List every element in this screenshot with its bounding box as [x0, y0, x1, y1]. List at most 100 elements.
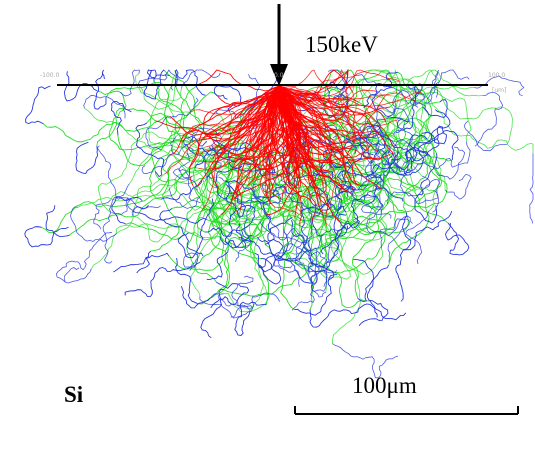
trajectory [309, 303, 378, 328]
trajectory [213, 85, 242, 112]
trajectory [278, 69, 354, 106]
trajectory [343, 164, 449, 224]
trajectory [278, 85, 352, 135]
trajectory [307, 239, 335, 281]
trajectory [206, 248, 229, 280]
trajectory [189, 85, 280, 186]
trajectory [426, 69, 470, 100]
trajectory [291, 257, 318, 311]
trajectory [24, 226, 69, 248]
trajectory [390, 175, 431, 198]
trajectory [426, 178, 440, 213]
trajectory [282, 172, 311, 269]
trajectory [63, 71, 97, 102]
trajectory [188, 214, 267, 248]
trajectory [112, 198, 161, 215]
trajectory [303, 115, 387, 164]
trajectory [309, 303, 378, 328]
trajectory [186, 198, 234, 283]
trajectory [45, 205, 70, 237]
trajectory [424, 69, 439, 104]
trajectory [309, 164, 332, 237]
trajectory [403, 210, 453, 251]
trajectory [414, 153, 438, 224]
trajectory [369, 300, 407, 321]
trajectory [204, 184, 237, 237]
trajectory [135, 122, 165, 178]
trajectory [208, 108, 248, 189]
trajectory [278, 85, 349, 121]
trajectory [337, 194, 384, 230]
trajectory [254, 238, 284, 269]
trajectory [228, 85, 280, 177]
trajectory [160, 180, 203, 201]
trajectory [300, 184, 354, 212]
trajectory [175, 132, 235, 175]
trajectory [444, 173, 472, 200]
trajectory [148, 88, 206, 152]
trajectory [252, 177, 287, 205]
trajectory [399, 156, 439, 204]
trajectory [294, 274, 338, 316]
trajectory [110, 166, 199, 201]
trajectory [190, 193, 272, 297]
trajectory [218, 176, 272, 218]
trajectory [41, 154, 171, 234]
trajectory [277, 85, 302, 227]
trajectory [262, 202, 293, 242]
trajectory [278, 68, 349, 96]
trajectory [364, 149, 394, 179]
trajectory [366, 194, 413, 237]
trajectory [172, 168, 201, 204]
trajectory [305, 155, 338, 217]
trajectory [173, 170, 230, 211]
trajectory [215, 162, 251, 200]
trajectory [135, 122, 165, 178]
trajectory [77, 153, 225, 208]
trajectory [197, 69, 280, 92]
trajectory [96, 107, 156, 147]
trajectory [409, 134, 431, 157]
trajectory [278, 85, 327, 192]
trajectory [55, 233, 117, 283]
trajectory [199, 295, 253, 319]
trajectory [96, 107, 156, 147]
trajectory [345, 191, 380, 299]
trajectory [234, 301, 267, 336]
trajectory [374, 128, 440, 162]
trajectory [278, 85, 332, 169]
trajectory [213, 85, 280, 171]
trajectory [396, 69, 483, 121]
trajectory [361, 205, 392, 219]
axis-label: 100.0 [488, 72, 505, 79]
trajectory [338, 163, 380, 193]
trajectory [111, 196, 143, 225]
trajectory [529, 153, 534, 224]
trajectory [332, 343, 399, 379]
trajectory [161, 142, 246, 170]
trajectory [136, 252, 170, 274]
trajectory [278, 85, 347, 192]
trajectory [278, 85, 395, 158]
trajectory [352, 150, 443, 226]
trajectory [146, 69, 170, 83]
trajectory [258, 229, 289, 273]
trajectory [313, 172, 380, 206]
trajectory [382, 167, 396, 205]
trajectory [169, 133, 198, 155]
trajectory [358, 264, 390, 327]
trajectory [283, 207, 384, 270]
trajectory [298, 69, 398, 125]
trajectory [210, 281, 250, 309]
trajectory [229, 85, 291, 195]
trajectory [353, 173, 382, 201]
trajectory [153, 81, 207, 142]
trajectory [272, 175, 356, 222]
trajectory [70, 206, 113, 242]
trajectory [358, 101, 402, 183]
trajectory [250, 85, 280, 143]
trajectory [224, 229, 254, 249]
trajectory [242, 193, 304, 233]
trajectory [90, 210, 202, 270]
